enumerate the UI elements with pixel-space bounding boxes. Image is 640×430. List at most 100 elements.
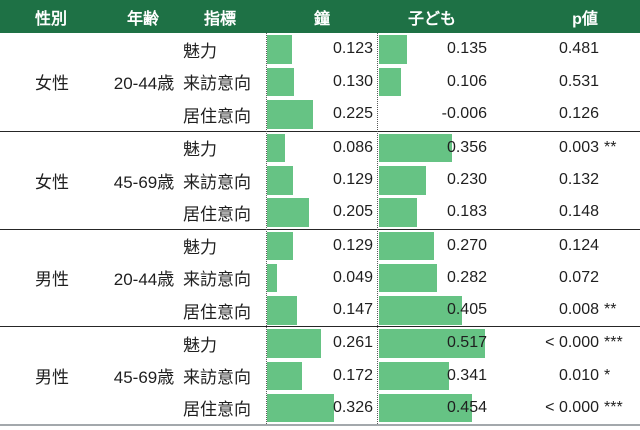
children-bar (379, 166, 427, 195)
table-row: 魅力 0.129 0.270 0.124 (0, 230, 640, 262)
bell-bar (267, 263, 278, 293)
bell-bar (267, 133, 285, 163)
significance-stars (604, 164, 640, 196)
group-3: 魅力 0.129 0.270 0.124 来訪意向 0.049 0.282 0.072 居住意向… (0, 228, 640, 327)
children-value: 0.106 (446, 72, 487, 90)
indicator-label: 居住意向 (183, 302, 251, 322)
p-value: 0.148 (558, 203, 599, 221)
bell-bar (267, 329, 321, 358)
bell-value: 0.129 (332, 171, 373, 189)
header-age: 年齢 (126, 10, 160, 28)
significance-stars (604, 98, 640, 131)
table-row: 魅力 0.086 0.356 0.003 ** (0, 132, 640, 164)
bell-value: 0.172 (332, 366, 373, 384)
children-value: 0.282 (446, 268, 487, 286)
bell-bar (267, 198, 310, 227)
children-bar (379, 231, 435, 260)
indicator-label: 来訪意向 (183, 172, 251, 192)
significance-stars (604, 262, 640, 294)
header-pvalue: p値 (572, 10, 598, 28)
children-bar (379, 329, 485, 358)
table-row: 居住意向 0.326 0.454 < 0.000 *** (0, 392, 640, 424)
children-bar (379, 67, 401, 97)
bell-value: 0.225 (332, 105, 373, 123)
indicator-label: 魅力 (183, 41, 217, 61)
table-row: 居住意向 0.205 0.183 0.148 (0, 196, 640, 228)
column-divider-bell (266, 33, 267, 424)
bell-value: 0.261 (332, 334, 373, 352)
table-row: 来訪意向 0.130 0.106 0.531 (0, 66, 640, 99)
bell-bar (267, 231, 294, 260)
p-value: 0.008 (558, 301, 599, 319)
children-bar (379, 393, 473, 423)
column-divider-children (377, 33, 378, 424)
indicator-label: 来訪意向 (183, 270, 251, 290)
significance-stars: * (604, 366, 611, 384)
bell-bar (267, 393, 334, 423)
bell-bar (267, 166, 294, 195)
significance-stars (604, 196, 640, 228)
p-value: 0.126 (558, 105, 599, 123)
children-value: 0.183 (446, 203, 487, 221)
header-indicator: 指標 (203, 10, 237, 28)
bell-bar (267, 296, 298, 325)
children-bar (379, 133, 452, 163)
table-body: 魅力 0.123 0.135 0.481 来訪意向 0.130 0.106 0.531 居住意向… (0, 33, 640, 424)
indicator-label: 居住意向 (183, 106, 251, 126)
header-gender: 性別 (34, 10, 68, 28)
group-1: 魅力 0.123 0.135 0.481 来訪意向 0.130 0.106 0.531 居住意向… (0, 33, 640, 131)
children-value: 0.405 (446, 301, 487, 319)
indicator-label: 魅力 (183, 238, 217, 258)
significance-stars (604, 230, 640, 262)
bell-value: 0.129 (332, 236, 373, 254)
bell-value: 0.123 (332, 40, 373, 58)
group-4: 魅力 0.261 0.517 < 0.000 *** 来訪意向 0.172 0.341 0.01… (0, 326, 640, 424)
bell-value: 0.086 (332, 138, 373, 156)
gender-label: 女性 (35, 74, 69, 94)
gender-label: 女性 (35, 172, 69, 192)
table-row: 居住意向 0.225 -0.006 0.126 (0, 98, 640, 131)
bell-bar (267, 67, 294, 97)
indicator-label: 魅力 (183, 140, 217, 160)
children-value: 0.270 (446, 236, 487, 254)
bell-value: 0.130 (332, 72, 373, 90)
header-bell: 鐘 (313, 10, 331, 28)
p-value: 0.003 (558, 138, 599, 156)
age-label: 20-44歳 (113, 270, 175, 290)
table-header-row: 性別 年齢 指標 鐘 子ども p値 (0, 0, 640, 33)
indicator-label: 来訪意向 (183, 74, 251, 94)
p-value: < 0.000 (545, 398, 599, 416)
significance-stars: *** (604, 334, 623, 352)
p-value: 0.072 (558, 268, 599, 286)
children-value: -0.006 (441, 105, 487, 123)
header-children: 子ども (407, 10, 457, 28)
children-value: 0.517 (446, 334, 487, 352)
indicator-label: 魅力 (183, 335, 217, 355)
children-value: 0.230 (446, 171, 487, 189)
bell-value: 0.326 (332, 398, 373, 416)
table-row: 魅力 0.261 0.517 < 0.000 *** (0, 327, 640, 359)
group-2: 魅力 0.086 0.356 0.003 ** 来訪意向 0.129 0.230 0.132 居住… (0, 130, 640, 229)
significance-stars: *** (604, 398, 623, 416)
bell-value: 0.147 (332, 301, 373, 319)
bell-value: 0.049 (332, 268, 373, 286)
p-value: 0.010 (558, 366, 599, 384)
children-value: 0.454 (446, 398, 487, 416)
table-row: 来訪意向 0.129 0.230 0.132 (0, 164, 640, 196)
table-row: 来訪意向 0.172 0.341 0.010 * (0, 360, 640, 392)
bell-value: 0.205 (332, 203, 373, 221)
age-label: 20-44歳 (113, 74, 175, 94)
significance-stars (604, 33, 640, 66)
bell-bar (267, 100, 314, 129)
indicator-label: 居住意向 (183, 400, 251, 420)
table-row: 魅力 0.123 0.135 0.481 (0, 33, 640, 66)
children-bar (379, 296, 463, 325)
p-value: 0.481 (558, 40, 599, 58)
bell-bar (267, 35, 293, 64)
p-value: 0.124 (558, 236, 599, 254)
age-label: 45-69歳 (113, 172, 175, 192)
p-value: < 0.000 (545, 334, 599, 352)
significance-stars: ** (604, 301, 617, 319)
children-bar (379, 361, 449, 390)
